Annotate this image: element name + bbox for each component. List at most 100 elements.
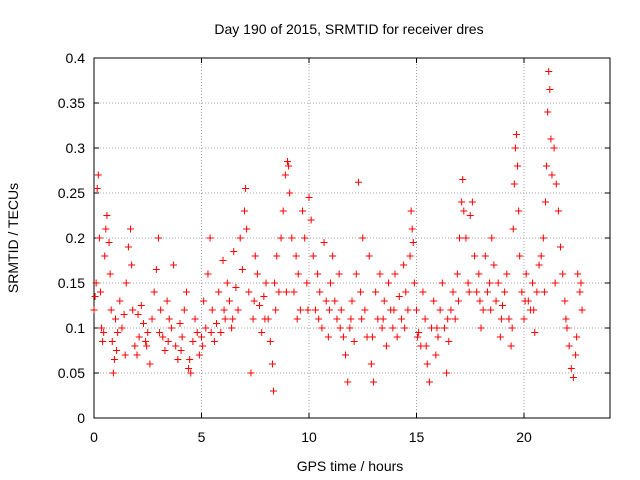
data-point bbox=[311, 306, 319, 314]
data-point bbox=[232, 284, 240, 291]
data-point bbox=[294, 270, 302, 278]
data-point bbox=[471, 252, 479, 260]
data-point bbox=[122, 279, 130, 287]
data-point bbox=[333, 315, 341, 323]
data-point bbox=[161, 347, 169, 354]
data-point bbox=[544, 108, 552, 116]
data-point bbox=[249, 315, 257, 323]
data-point bbox=[421, 315, 429, 323]
data-point bbox=[376, 270, 384, 278]
data-point bbox=[94, 171, 102, 179]
data-point bbox=[552, 180, 560, 188]
data-point bbox=[108, 338, 116, 345]
data-point bbox=[199, 342, 207, 350]
data-point bbox=[102, 225, 110, 233]
data-point bbox=[286, 189, 294, 197]
data-point bbox=[242, 185, 250, 192]
data-point bbox=[150, 288, 158, 296]
data-point bbox=[460, 207, 468, 215]
data-point bbox=[550, 144, 558, 152]
data-point bbox=[180, 306, 188, 314]
data-point bbox=[268, 360, 276, 368]
data-point bbox=[479, 306, 487, 314]
data-point bbox=[390, 306, 398, 314]
data-point bbox=[413, 306, 420, 314]
data-point bbox=[262, 279, 270, 287]
data-point bbox=[185, 365, 193, 372]
data-point bbox=[365, 252, 373, 260]
data-point bbox=[578, 306, 586, 314]
data-point bbox=[462, 234, 470, 242]
data-point bbox=[236, 234, 244, 242]
data-point bbox=[256, 302, 264, 309]
data-point bbox=[422, 342, 430, 350]
data-point bbox=[234, 306, 242, 314]
data-point bbox=[316, 288, 324, 296]
x-axis-label: GPS time / hours bbox=[297, 458, 404, 474]
data-point bbox=[281, 171, 289, 179]
data-point bbox=[98, 324, 106, 332]
data-point bbox=[542, 198, 549, 206]
data-point bbox=[367, 360, 375, 368]
data-point bbox=[219, 257, 227, 264]
data-point bbox=[451, 315, 459, 323]
data-point bbox=[458, 198, 466, 206]
data-point bbox=[476, 297, 484, 305]
data-point bbox=[229, 315, 237, 323]
data-point bbox=[529, 279, 537, 287]
data-point bbox=[539, 234, 547, 242]
data-point bbox=[277, 234, 285, 242]
data-point bbox=[309, 252, 317, 260]
data-point bbox=[129, 306, 137, 314]
data-point bbox=[483, 288, 491, 296]
data-point bbox=[577, 279, 585, 287]
data-point bbox=[99, 338, 107, 345]
data-point bbox=[198, 333, 205, 341]
data-point bbox=[468, 198, 476, 206]
data-point bbox=[172, 342, 180, 350]
data-point bbox=[250, 297, 258, 305]
data-point bbox=[258, 329, 266, 336]
data-point bbox=[487, 306, 495, 314]
data-point bbox=[559, 270, 567, 278]
data-point bbox=[368, 333, 376, 341]
data-point bbox=[217, 329, 225, 336]
y-axis-label: SRMTID / TECUs bbox=[5, 183, 21, 293]
data-point bbox=[307, 216, 315, 224]
data-point bbox=[475, 270, 483, 278]
data-point bbox=[492, 297, 500, 305]
data-point bbox=[510, 180, 518, 188]
data-point bbox=[178, 333, 186, 341]
data-point bbox=[245, 288, 253, 296]
data-point bbox=[213, 320, 221, 327]
data-point bbox=[272, 306, 280, 314]
data-point bbox=[516, 252, 524, 260]
data-point bbox=[200, 297, 208, 305]
y-tick-label: 0.4 bbox=[66, 50, 86, 66]
chart-title: Day 190 of 2015, SRMTID for receiver dre… bbox=[214, 21, 483, 37]
data-point bbox=[177, 347, 185, 354]
data-point bbox=[134, 311, 142, 318]
data-point bbox=[546, 86, 554, 93]
data-point bbox=[557, 243, 565, 251]
data-point bbox=[107, 306, 115, 314]
data-point bbox=[494, 279, 502, 287]
data-point bbox=[443, 369, 451, 377]
data-point bbox=[436, 306, 444, 314]
data-point bbox=[359, 234, 367, 242]
data-point bbox=[220, 306, 228, 314]
data-point bbox=[290, 288, 298, 296]
data-point bbox=[466, 212, 474, 219]
data-point bbox=[400, 261, 408, 269]
data-point bbox=[402, 288, 410, 296]
data-point bbox=[434, 333, 442, 341]
x-tick-label: 10 bbox=[301, 429, 317, 445]
data-point bbox=[148, 315, 156, 323]
data-point bbox=[304, 306, 312, 314]
data-point bbox=[215, 288, 223, 296]
data-point bbox=[409, 239, 417, 246]
data-point bbox=[221, 315, 229, 323]
data-point bbox=[354, 178, 362, 186]
data-point bbox=[127, 225, 135, 233]
data-point bbox=[253, 270, 261, 278]
